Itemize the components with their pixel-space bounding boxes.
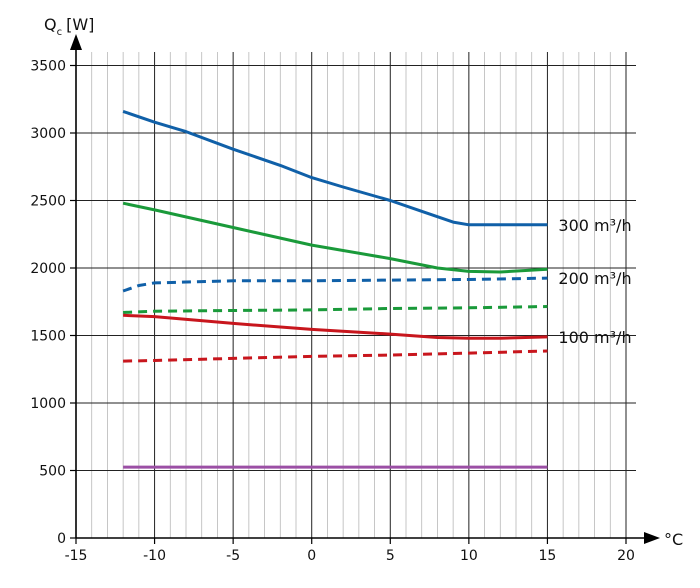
minor-grid — [91, 52, 611, 538]
y-tick-label: 2000 — [30, 261, 66, 277]
x-tick-label: 0 — [307, 548, 316, 564]
x-tick-label: 5 — [386, 548, 395, 564]
series-line-4 — [123, 305, 548, 314]
y-tick-label: 500 — [39, 464, 66, 480]
series-annotation: 100 m³/h — [558, 328, 631, 347]
x-tick-label: 20 — [617, 548, 635, 564]
y-axis-label-subscript: c — [57, 27, 63, 38]
major-grid — [76, 52, 636, 538]
x-tick-label: 15 — [539, 548, 557, 564]
x-tick-label: -15 — [65, 548, 88, 564]
series-line-1 — [122, 109, 548, 227]
x-tick-label: -5 — [226, 548, 240, 564]
series-line-2 — [122, 201, 548, 274]
series-line-3 — [122, 276, 548, 293]
series-annotation: 200 m³/h — [558, 269, 631, 288]
x-tick-label: 10 — [460, 548, 478, 564]
series-annotations: 300 m³/h 200 m³/h 100 m³/h — [558, 216, 631, 347]
y-tick-label: 0 — [57, 531, 66, 547]
series-lines — [122, 109, 548, 469]
series-line-6 — [123, 349, 548, 363]
x-axis-arrow-icon — [644, 532, 660, 544]
x-axis-label: °C — [664, 530, 683, 549]
series-line-5 — [123, 313, 548, 340]
y-axis-label-unit: [W] — [66, 15, 94, 34]
series-annotation: 300 m³/h — [558, 216, 631, 235]
y-tick-labels: 0 500 1000 1500 2000 2500 3000 3500 — [30, 59, 76, 547]
y-tick-label: 1500 — [30, 329, 66, 345]
y-axis-label: Qc [W] — [44, 15, 94, 38]
x-tick-labels: -15 -10 -5 0 5 10 15 20 — [65, 538, 635, 564]
y-tick-label: 3500 — [30, 59, 66, 75]
y-tick-label: 3000 — [30, 126, 66, 142]
y-axis-arrow-icon — [70, 34, 82, 50]
x-tick-label: -10 — [143, 548, 166, 564]
axes — [70, 34, 660, 544]
y-tick-label: 2500 — [30, 194, 66, 210]
y-tick-label: 1000 — [30, 396, 66, 412]
